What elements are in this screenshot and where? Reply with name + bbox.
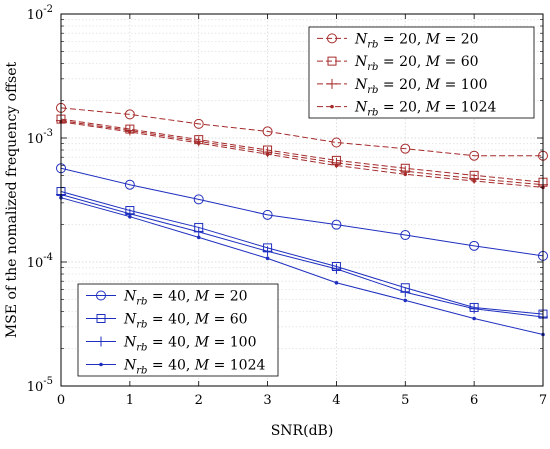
series-line [60,167,544,257]
series-line [60,121,544,188]
legend-box [77,283,279,377]
series-line [60,120,544,186]
x-tick-label: 2 [195,393,203,408]
legend-label: Nrb = 20, M = 20 [354,31,479,50]
legend-item: Nrb = 40, M = 20 [86,289,248,308]
legend-item: Nrb = 20, M = 20 [317,31,479,50]
data-point [469,150,480,161]
x-tick-label: 6 [470,393,478,408]
series-7 [56,189,548,323]
legend-item: Nrb = 40, M = 60 [86,312,248,331]
x-tick-label: 1 [126,393,134,408]
legend-swatch-marker [330,104,334,109]
series-5 [56,163,548,261]
data-point [265,152,270,157]
data-point [196,235,201,240]
data-point [124,109,135,120]
legend-swatch-marker [96,314,106,323]
legend-label: Nrb = 40, M = 20 [123,289,248,308]
y-tick-label: 10-2 [27,4,53,23]
legend-swatch-marker [327,78,337,89]
series-8 [59,195,545,337]
series-6 [56,187,548,319]
data-point [124,179,135,190]
series-4 [59,120,545,190]
data-point [469,303,480,314]
y-axis-title: MSE of the nomalized frequency offset [4,62,20,339]
data-point [400,230,411,241]
data-point [262,126,273,137]
data-point [400,287,411,298]
legend-label: Nrb = 20, M = 60 [354,54,479,73]
series-2 [56,114,548,187]
data-point [193,118,204,129]
series-line [60,191,544,315]
legend-bottom-left: Nrb = 40, M = 20 Nrb = 40, M = 60 Nrb = 40… [77,283,279,377]
legend-swatch-marker [96,336,106,347]
data-point [469,240,480,251]
x-tick-label: 7 [539,393,547,408]
data-point [196,141,201,145]
data-point [262,246,273,257]
data-point [472,179,476,183]
legend-item: Nrb = 40, M = 100 [86,335,257,354]
data-point [403,298,408,303]
legends: Nrb = 20, M = 20 Nrb = 20, M = 60 Nrb = 20… [77,26,535,377]
data-point [193,194,204,205]
data-point [265,256,270,261]
legend-label: Nrb = 40, M = 1024 [123,358,265,377]
legend-top-right: Nrb = 20, M = 20 Nrb = 20, M = 60 Nrb = 20… [308,26,535,119]
series-line [60,197,544,336]
x-tick-label: 0 [57,393,65,408]
data-point [331,219,342,230]
data-point [262,209,273,220]
x-axis-title: SNR(dB) [271,423,334,439]
legend-item: Nrb = 40, M = 1024 [86,358,265,377]
legend-swatch-marker [99,362,103,367]
y-tick-label: 10-5 [27,376,53,395]
data-point [334,163,339,168]
data-point [331,137,342,148]
legend-item: Nrb = 20, M = 1024 [317,100,496,119]
y-tick-label: 10-3 [27,128,53,147]
legend-box [308,26,535,119]
data-point [400,143,411,154]
data-point [403,172,408,177]
legend-label: Nrb = 40, M = 60 [123,312,248,331]
legend-swatch-marker [327,33,337,44]
y-tick-label: 10-4 [27,252,53,271]
data-point [128,130,132,134]
data-point [128,214,132,219]
series-line [60,194,544,318]
legend-label: Nrb = 20, M = 100 [354,77,488,96]
grid [61,14,543,386]
plot-frame [60,13,544,387]
legend-label: Nrb = 40, M = 100 [123,335,257,354]
data-point [331,263,342,274]
x-tick-label: 4 [332,393,340,408]
legend-item: Nrb = 20, M = 100 [317,77,488,96]
data-point [334,280,339,285]
x-tick-label: 3 [263,393,271,408]
legend-item: Nrb = 20, M = 60 [317,54,479,73]
data-point [193,226,204,237]
legend-swatch-marker [327,56,337,66]
legend-swatch-marker [96,290,106,301]
data-point [472,316,476,321]
legend-label: Nrb = 20, M = 1024 [354,100,496,119]
series-line [60,118,544,183]
x-tick-label: 5 [401,393,409,408]
